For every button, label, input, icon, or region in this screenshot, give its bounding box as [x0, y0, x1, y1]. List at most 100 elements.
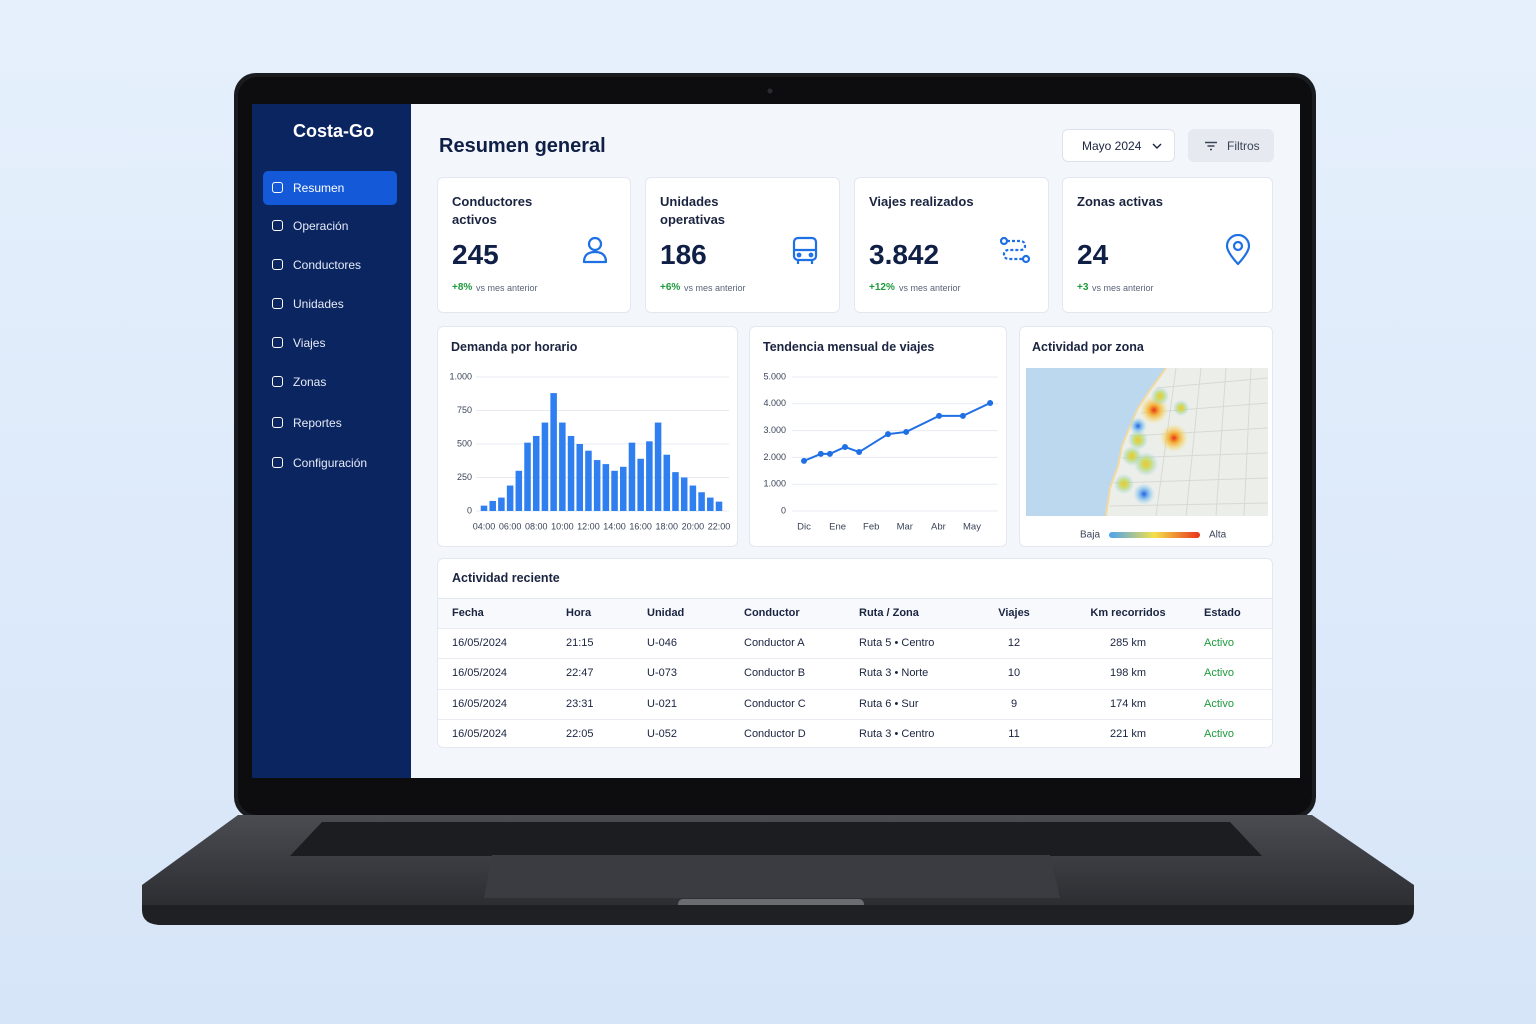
- kpi-value: 245: [452, 239, 499, 270]
- bar: [576, 444, 584, 511]
- y-tick-label: 250: [457, 472, 472, 482]
- table-cell: Ruta 5 • Centro: [859, 637, 935, 649]
- x-tick-label: 14:00: [603, 521, 626, 531]
- column-header: Viajes: [998, 607, 1030, 619]
- kpi-card: Unidades operativas 186 +6% vs mes anterior: [645, 177, 840, 313]
- nav-icon: [272, 220, 283, 231]
- bar: [619, 466, 627, 511]
- bar: [628, 442, 636, 511]
- kpi-card: Conductores activos 245 +8% vs mes anterior: [437, 177, 631, 313]
- nav-label: Configuración: [293, 456, 368, 470]
- kpi-label: Zonas activas: [1077, 194, 1163, 209]
- map-card: Actividad por zona: [1019, 326, 1273, 547]
- nav-item[interactable]: Conductores: [263, 248, 397, 282]
- kpi-note: vs mes anterior: [1092, 283, 1154, 293]
- kpi-value: 186: [660, 239, 707, 270]
- kpi-icon: [580, 234, 614, 268]
- point: [826, 450, 833, 457]
- point: [856, 449, 863, 456]
- table-cell: 22:05: [566, 727, 594, 740]
- point: [801, 457, 808, 464]
- kpi-label: Conductores activos: [452, 194, 533, 227]
- kpi-icon: [789, 234, 823, 268]
- table-cell: Activo: [1204, 727, 1234, 740]
- bar: [707, 497, 714, 511]
- bar: [550, 393, 557, 511]
- nav-label: Zonas: [293, 375, 327, 389]
- nav-label: Resumen: [293, 181, 345, 195]
- nav-label: Viajes: [293, 336, 326, 350]
- chart-title: Tendencia mensual de viajes: [763, 340, 935, 354]
- nav-icon: [272, 298, 283, 309]
- x-tick-label: Ene: [829, 522, 846, 533]
- x-tick-label: Dic: [797, 522, 811, 533]
- point: [817, 450, 824, 457]
- bar: [515, 470, 523, 511]
- bar: [715, 501, 723, 511]
- nav-icon: [272, 337, 283, 348]
- legend-high: Alta: [1209, 530, 1227, 541]
- period-select[interactable]: Mayo 2024: [1062, 129, 1175, 162]
- column-header: Km recorridos: [1090, 607, 1166, 619]
- bar: [480, 505, 488, 511]
- y-tick-label: 500: [457, 438, 472, 448]
- table-cell: 23:31: [566, 697, 594, 710]
- bar: [654, 422, 662, 511]
- nav-item[interactable]: Zonas: [263, 365, 397, 399]
- column-header: Ruta / Zona: [859, 607, 919, 619]
- bar: [646, 441, 653, 511]
- point: [959, 412, 966, 419]
- table-cell: U-052: [647, 727, 677, 740]
- table-cell: Ruta 6 • Sur: [859, 697, 919, 710]
- period-label: Mayo 2024: [1082, 138, 1142, 153]
- column-header: Estado: [1204, 607, 1241, 619]
- line-chart: 0 1.000 2.000 3.000 4.000 5.000 Dic Ene Feb Mar Ab…: [763, 371, 998, 533]
- table-cell: 198 km: [1109, 667, 1147, 680]
- divider: [438, 598, 1272, 599]
- y-tick-label: 2.000: [763, 452, 786, 462]
- y-tick-label: 1.000: [763, 479, 786, 489]
- nav-item[interactable]: Unidades: [263, 287, 397, 321]
- y-tick-label: 0: [467, 505, 472, 515]
- table-cell: 16/05/2024: [452, 727, 508, 740]
- trend-line: [803, 402, 991, 462]
- bar: [611, 470, 618, 511]
- kpi-delta: +3: [1077, 282, 1089, 293]
- table-cell: U-021: [647, 697, 677, 710]
- point: [842, 443, 849, 450]
- nav-item[interactable]: Resumen: [263, 171, 397, 205]
- bar: [672, 472, 679, 511]
- kpi-icon: [1222, 233, 1256, 268]
- x-tick-label: 20:00: [682, 521, 705, 531]
- table-cell: 16/05/2024: [452, 697, 508, 710]
- icon: [999, 236, 1031, 264]
- x-tick-label: Abr: [931, 522, 946, 533]
- nav-item[interactable]: Operación: [263, 209, 397, 243]
- table-title: Actividad reciente: [452, 571, 560, 585]
- filters-button[interactable]: Filtros: [1188, 129, 1274, 162]
- bar-chart: 0 250 500 750 1.000 04:00 06:00 08:00 10:00 12:00…: [449, 371, 730, 531]
- bar: [541, 422, 549, 511]
- nav-item[interactable]: Configuración: [263, 446, 397, 480]
- x-tick-label: 16:00: [629, 521, 652, 531]
- x-tick-label: 04:00: [473, 521, 496, 531]
- table-cell: U-073: [647, 667, 677, 680]
- bar: [593, 460, 601, 511]
- nav-item[interactable]: Reportes: [263, 406, 397, 440]
- bar: [663, 454, 671, 511]
- kpi-card: Viajes realizados 3.842 +12% vs mes anterio…: [854, 177, 1049, 313]
- row-divider: [438, 688, 1272, 690]
- kpi-delta: +8%: [452, 282, 473, 293]
- kpi-value: 24: [1077, 239, 1109, 270]
- bar: [680, 477, 688, 511]
- nav-label: Unidades: [293, 297, 344, 311]
- point: [987, 399, 994, 406]
- nav-item[interactable]: Viajes: [263, 326, 397, 360]
- map-legend: Baja Alta: [1080, 530, 1227, 541]
- bar: [689, 485, 697, 511]
- legend-low: Baja: [1080, 530, 1100, 541]
- point: [903, 428, 910, 435]
- y-tick-label: 750: [457, 405, 472, 415]
- row-divider: [438, 628, 1272, 629]
- kpi-note: vs mes anterior: [684, 283, 746, 293]
